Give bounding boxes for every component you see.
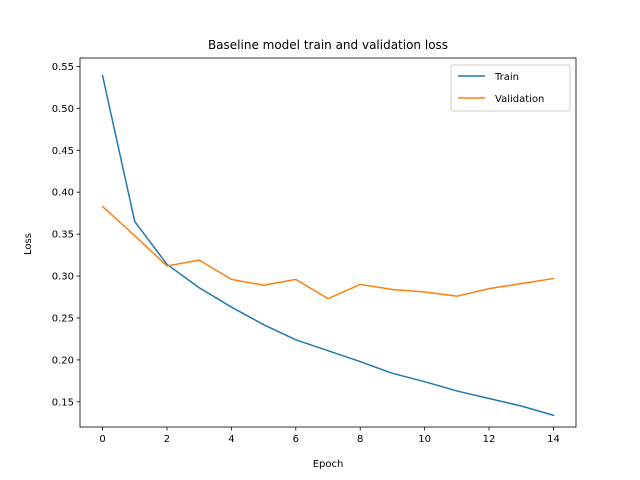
y-tick-label: 0.25: [52, 313, 74, 324]
y-tick-label: 0.30: [52, 272, 74, 283]
y-tick-label: 0.55: [52, 62, 74, 73]
legend-label-validation: Validation: [495, 94, 544, 105]
y-tick-label: 0.20: [52, 355, 74, 366]
x-tick-label: 6: [293, 434, 299, 445]
x-tick-label: 12: [483, 434, 496, 445]
y-tick-label: 0.45: [52, 146, 74, 157]
x-tick-label: 2: [164, 434, 170, 445]
y-tick-label: 0.15: [52, 397, 74, 408]
x-axis-label: Epoch: [313, 459, 344, 470]
chart-title: Baseline model train and validation loss: [208, 38, 448, 52]
y-tick-label: 0.50: [52, 104, 74, 115]
x-tick-label: 8: [357, 434, 363, 445]
legend-label-train: Train: [494, 72, 519, 83]
x-tick-label: 10: [418, 434, 431, 445]
legend: Train Validation: [450, 64, 571, 112]
x-tick-label: 14: [547, 434, 560, 445]
x-tick-label: 4: [228, 434, 234, 445]
series-line-validation: [101, 205, 555, 300]
plot-area: 0 2 4 6 8 10 12 14 0.15 0.20 0.25 0.30 0.35 0.40 0.45 0…: [52, 57, 577, 445]
y-axis-label: Loss: [23, 233, 34, 255]
y-tick-label: 0.35: [52, 230, 74, 241]
y-tick-label: 0.40: [52, 188, 74, 199]
series-line-train: [101, 74, 555, 417]
axes-frame: [79, 57, 577, 428]
x-tick-label: 0: [99, 434, 105, 445]
